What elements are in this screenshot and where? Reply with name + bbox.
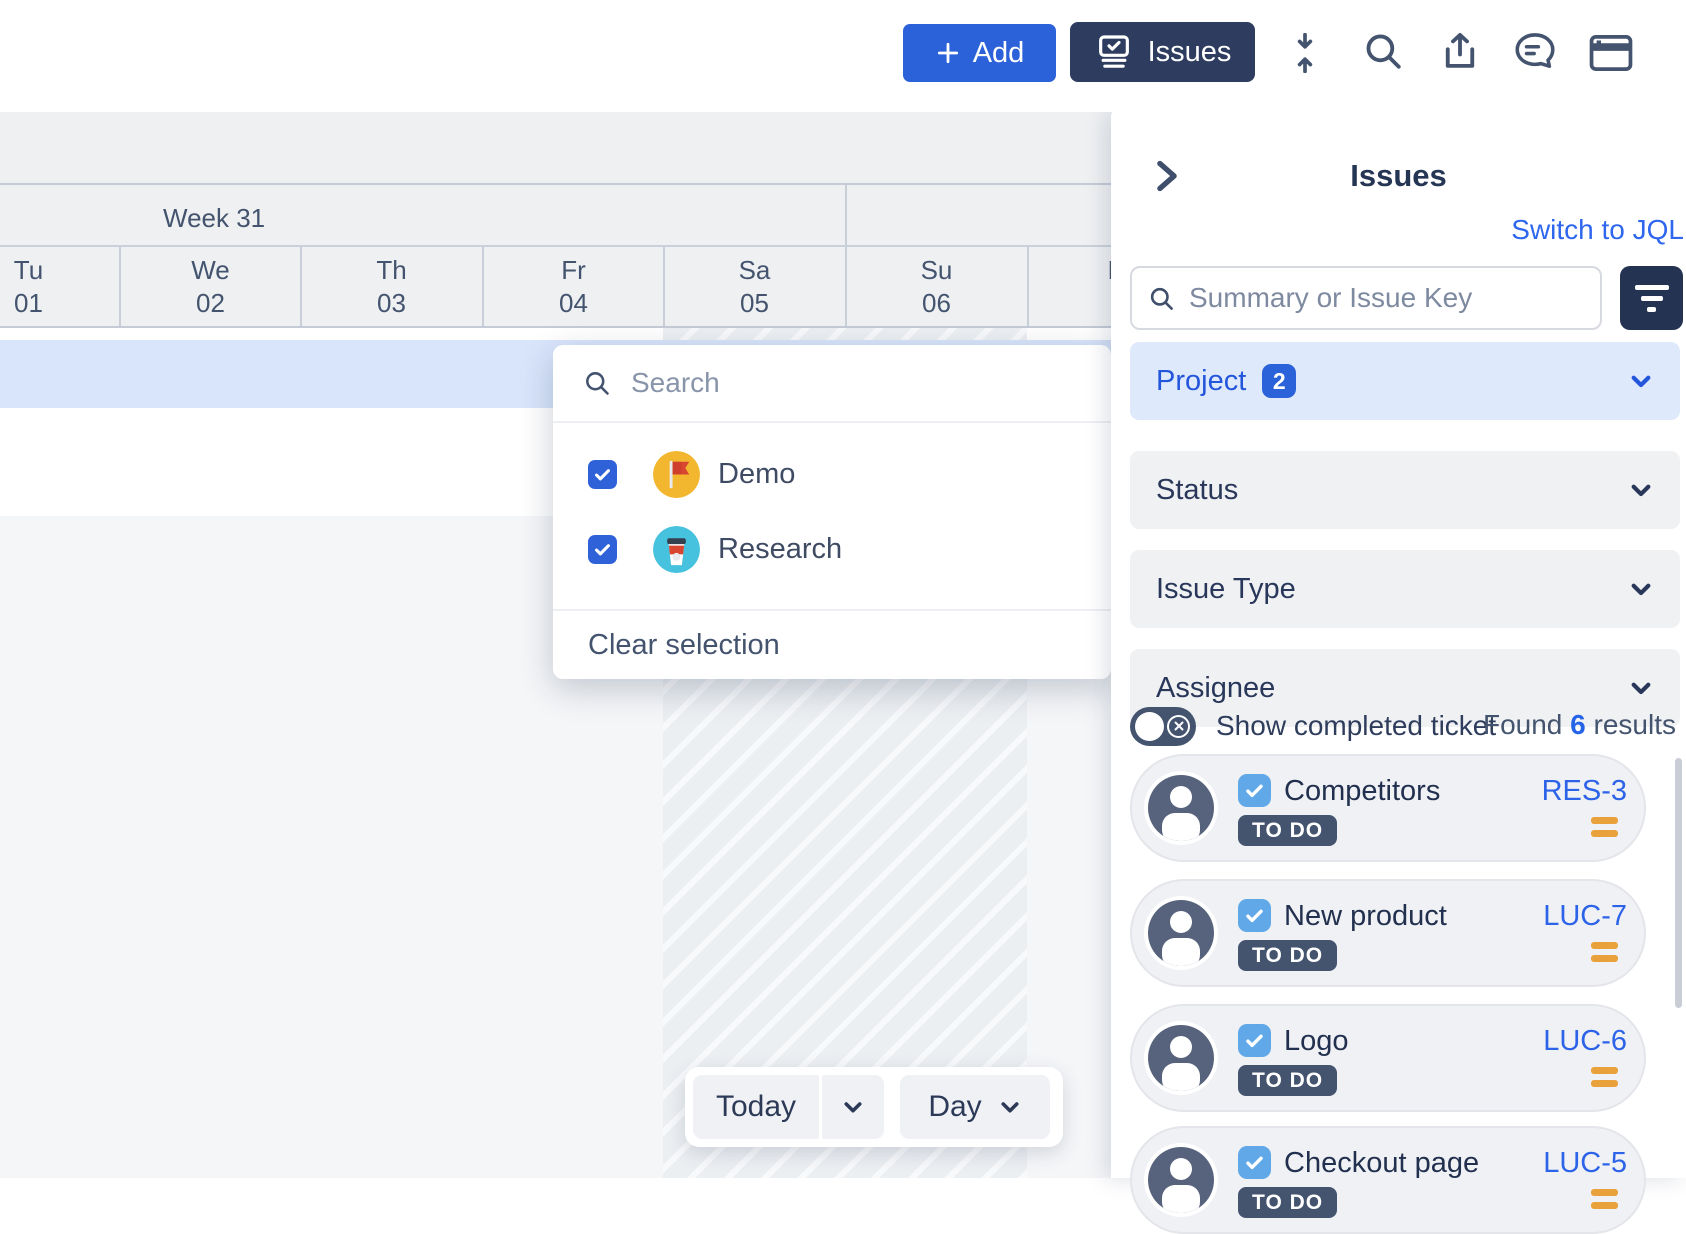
add-button[interactable]: Add bbox=[903, 24, 1056, 82]
scale-dropdown-button[interactable]: Day bbox=[900, 1075, 1050, 1139]
project-filter-popup: Demo Research Clear selection bbox=[553, 345, 1111, 679]
check-icon bbox=[1246, 909, 1263, 923]
facet-project[interactable]: Project 2 bbox=[1130, 342, 1680, 420]
issue-card[interactable]: New product LUC-7 TO DO bbox=[1130, 879, 1646, 987]
chevron-down-icon bbox=[1001, 1102, 1019, 1113]
issues-button[interactable]: Issues bbox=[1070, 22, 1255, 82]
checkbox-checked[interactable] bbox=[1238, 1024, 1271, 1057]
today-dropdown-button[interactable] bbox=[822, 1075, 884, 1139]
search-icon[interactable] bbox=[1360, 28, 1406, 74]
issues-panel: Issues Switch to JQL Project 2 Status Is… bbox=[1111, 110, 1686, 1234]
completed-toggle-row: Show completed ticket Found 6 results bbox=[1130, 706, 1680, 746]
coffee-avatar bbox=[653, 526, 700, 573]
panel-scrollbar[interactable] bbox=[1675, 758, 1682, 1008]
chevron-down-icon bbox=[1631, 583, 1651, 596]
status-badge: TO DO bbox=[1238, 1187, 1338, 1218]
chevron-down-icon bbox=[1631, 682, 1651, 695]
feedback-icon[interactable] bbox=[1512, 28, 1558, 74]
results-count: Found 6 results bbox=[1482, 709, 1676, 740]
divider bbox=[553, 421, 1111, 423]
checkbox-checked[interactable] bbox=[588, 535, 617, 564]
day-cell[interactable]: Th 03 bbox=[300, 247, 481, 326]
issue-title: Logo bbox=[1284, 1025, 1349, 1057]
week-label: Week 31 bbox=[163, 203, 266, 233]
divider bbox=[553, 609, 1111, 611]
issue-key[interactable]: LUC-5 bbox=[1543, 1147, 1627, 1179]
check-icon bbox=[595, 469, 610, 481]
issue-card[interactable]: Competitors RES-3 TO DO bbox=[1130, 754, 1646, 862]
day-cell[interactable]: Fr 04 bbox=[482, 247, 663, 326]
search-icon bbox=[586, 372, 609, 395]
medium-priority-icon bbox=[1591, 1189, 1618, 1209]
plus-icon bbox=[937, 42, 958, 64]
panel-title: Issues bbox=[1350, 158, 1447, 193]
status-badge: TO DO bbox=[1238, 940, 1338, 971]
facet-issue-type[interactable]: Issue Type bbox=[1130, 550, 1680, 628]
collapse-panel-button[interactable] bbox=[1145, 154, 1189, 198]
issue-key[interactable]: LUC-6 bbox=[1543, 1025, 1627, 1057]
view-controls-bar: Today Day bbox=[685, 1067, 1063, 1147]
assignee-avatar bbox=[1148, 775, 1214, 841]
issue-key[interactable]: RES-3 bbox=[1541, 775, 1627, 807]
issue-title: Competitors bbox=[1284, 775, 1441, 807]
top-toolbar: Add Issues bbox=[0, 0, 1686, 112]
issue-key[interactable]: LUC-7 bbox=[1543, 900, 1627, 932]
share-icon[interactable] bbox=[1437, 28, 1483, 74]
check-icon bbox=[1246, 1034, 1263, 1048]
day-cell[interactable]: Tu 01 bbox=[13, 254, 44, 318]
flag-avatar bbox=[653, 451, 700, 498]
facet-assignee[interactable]: Assignee bbox=[1130, 649, 1680, 727]
issue-title: New product bbox=[1284, 900, 1447, 932]
chevron-down-icon bbox=[844, 1102, 862, 1113]
assignee-avatar bbox=[1148, 1025, 1214, 1091]
chevron-right-icon bbox=[1157, 160, 1177, 192]
project-count-badge: 2 bbox=[1262, 364, 1297, 398]
clear-selection-link[interactable]: Clear selection bbox=[588, 629, 780, 661]
assignee-avatar bbox=[1148, 900, 1214, 966]
issue-card[interactable]: Logo LUC-6 TO DO bbox=[1130, 1004, 1646, 1112]
issue-card[interactable]: Checkout page LUC-5 TO DO bbox=[1130, 1126, 1646, 1234]
issue-search-field bbox=[1130, 266, 1602, 330]
issue-search-input[interactable] bbox=[1187, 281, 1551, 315]
day-cell[interactable]: Su 06 bbox=[845, 247, 1026, 326]
today-button[interactable]: Today bbox=[693, 1075, 819, 1139]
switch-to-jql-link[interactable]: Switch to JQL bbox=[1511, 214, 1684, 245]
project-option-label: Demo bbox=[718, 458, 796, 490]
checkbox-checked[interactable] bbox=[1238, 1146, 1271, 1179]
medium-priority-icon bbox=[1591, 942, 1618, 962]
issue-title: Checkout page bbox=[1284, 1147, 1480, 1179]
chevron-down-icon bbox=[1631, 484, 1651, 497]
popup-search-input[interactable] bbox=[629, 366, 1033, 400]
status-badge: TO DO bbox=[1238, 1065, 1338, 1096]
project-option-label: Research bbox=[718, 533, 843, 565]
issues-stack-icon bbox=[1098, 35, 1129, 68]
filter-button[interactable] bbox=[1620, 266, 1683, 330]
checkbox-checked[interactable] bbox=[1238, 899, 1271, 932]
project-option-demo[interactable]: Demo bbox=[553, 437, 1111, 512]
medium-priority-icon bbox=[1591, 817, 1618, 837]
checkbox-checked[interactable] bbox=[588, 460, 617, 489]
check-icon bbox=[595, 544, 610, 556]
check-icon bbox=[1246, 1156, 1263, 1170]
board-window-icon[interactable] bbox=[1588, 30, 1634, 76]
medium-priority-icon bbox=[1591, 1067, 1618, 1087]
filter-icon bbox=[1634, 284, 1669, 290]
popup-search-row bbox=[553, 345, 1111, 421]
assignee-avatar bbox=[1148, 1147, 1214, 1213]
chevron-down-icon bbox=[1631, 375, 1651, 388]
project-option-research[interactable]: Research bbox=[553, 512, 1111, 587]
status-badge: TO DO bbox=[1238, 815, 1338, 846]
toggle-label: Show completed ticket bbox=[1216, 710, 1497, 741]
x-icon bbox=[1167, 714, 1190, 738]
day-cell[interactable]: We 02 bbox=[119, 247, 300, 326]
show-completed-toggle[interactable] bbox=[1130, 706, 1196, 746]
facet-status[interactable]: Status bbox=[1130, 451, 1680, 529]
search-icon bbox=[1150, 287, 1173, 310]
checkbox-checked[interactable] bbox=[1238, 774, 1271, 807]
week-divider bbox=[845, 185, 847, 245]
day-cell[interactable]: Sa 05 bbox=[663, 247, 844, 326]
collapse-vertical-icon[interactable] bbox=[1282, 30, 1328, 76]
check-icon bbox=[1246, 784, 1263, 798]
timeline-row[interactable] bbox=[0, 408, 663, 516]
